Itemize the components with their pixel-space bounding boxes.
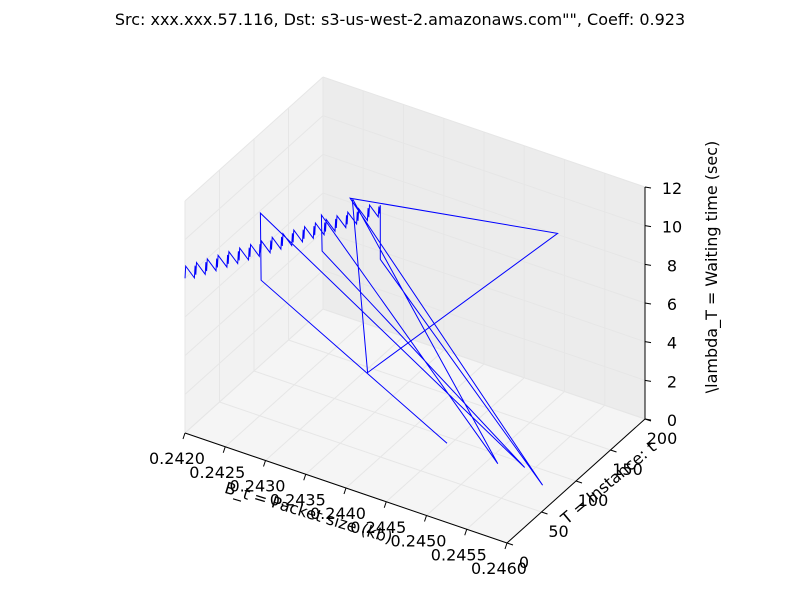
tick-mark bbox=[644, 263, 652, 266]
tick-mark bbox=[644, 186, 652, 189]
tick-mark bbox=[424, 515, 427, 522]
grid-line-z bbox=[322, 308, 646, 420]
tick-mark bbox=[182, 432, 186, 440]
x-tick-label: 0.2455 bbox=[431, 545, 487, 564]
tick-mark bbox=[506, 542, 514, 546]
tick-mark bbox=[541, 511, 548, 515]
grid-line-z bbox=[322, 192, 646, 304]
y-tick-label: 0 bbox=[519, 553, 529, 572]
series-line bbox=[184, 197, 559, 486]
grid-line-z bbox=[322, 231, 646, 343]
grid-line-y bbox=[219, 401, 542, 513]
tick-mark bbox=[575, 480, 583, 484]
grid-line-z bbox=[322, 115, 646, 227]
grid-lines bbox=[184, 76, 646, 544]
x-tick-label: 0.2420 bbox=[149, 449, 205, 468]
tick-mark bbox=[383, 501, 387, 508]
grid-line-z bbox=[184, 308, 324, 434]
grid-line-y bbox=[253, 370, 577, 482]
x-tick-label: 0.2425 bbox=[189, 463, 245, 482]
tick-mark bbox=[263, 460, 266, 467]
tick-labels: 0.24200.24250.24300.24350.24400.24450.24… bbox=[149, 179, 682, 578]
z-tick-label: 12 bbox=[662, 179, 682, 198]
grid-line-z bbox=[184, 153, 324, 279]
z-tick-label: 4 bbox=[667, 334, 677, 353]
tick-mark bbox=[343, 487, 347, 495]
tick-mark bbox=[610, 449, 617, 453]
x-tick-label: 0.2430 bbox=[230, 477, 286, 496]
tick-mark bbox=[644, 225, 652, 228]
x-tick-label: 0.2460 bbox=[471, 559, 527, 578]
z-tick-label: 0 bbox=[667, 411, 677, 430]
x-tick-label: 0.2450 bbox=[391, 532, 447, 551]
x-tick-label: 0.2440 bbox=[310, 504, 366, 523]
y-tick-label: 100 bbox=[578, 491, 609, 510]
tick-mark bbox=[303, 474, 307, 481]
grid-line-z bbox=[184, 76, 324, 202]
y-tick-label: 150 bbox=[612, 460, 643, 479]
y-tick-label: 50 bbox=[548, 522, 568, 541]
grid-line-z bbox=[184, 192, 324, 318]
grid-line-z bbox=[322, 269, 646, 381]
grid-line-z bbox=[184, 115, 324, 241]
grid-line-z bbox=[184, 231, 324, 357]
x-tick-label: 0.2435 bbox=[270, 490, 326, 509]
x-tick-label: 0.2445 bbox=[350, 518, 406, 537]
tick-mark bbox=[464, 529, 468, 536]
tick-mark bbox=[644, 302, 652, 305]
z-tick-label: 10 bbox=[662, 218, 682, 237]
y-tick-label: 200 bbox=[647, 429, 678, 448]
grid-line-z bbox=[184, 269, 324, 395]
z-tick-label: 6 bbox=[667, 295, 677, 314]
grid-line-z bbox=[322, 153, 646, 265]
z-axis-label: \lambda_T = Waiting time (sec) bbox=[702, 141, 722, 394]
tick-mark bbox=[504, 542, 508, 550]
tick-mark bbox=[644, 418, 652, 421]
z-tick-label: 2 bbox=[667, 372, 677, 391]
plot-area bbox=[184, 197, 559, 486]
tick-mark bbox=[644, 341, 652, 344]
chart-title: Src: xxx.xxx.57.116, Dst: s3-us-west-2.a… bbox=[115, 10, 685, 29]
grid-line-z bbox=[322, 76, 646, 188]
tick-mark bbox=[644, 379, 652, 382]
z-tick-label: 8 bbox=[667, 256, 677, 275]
tick-mark bbox=[222, 446, 226, 453]
